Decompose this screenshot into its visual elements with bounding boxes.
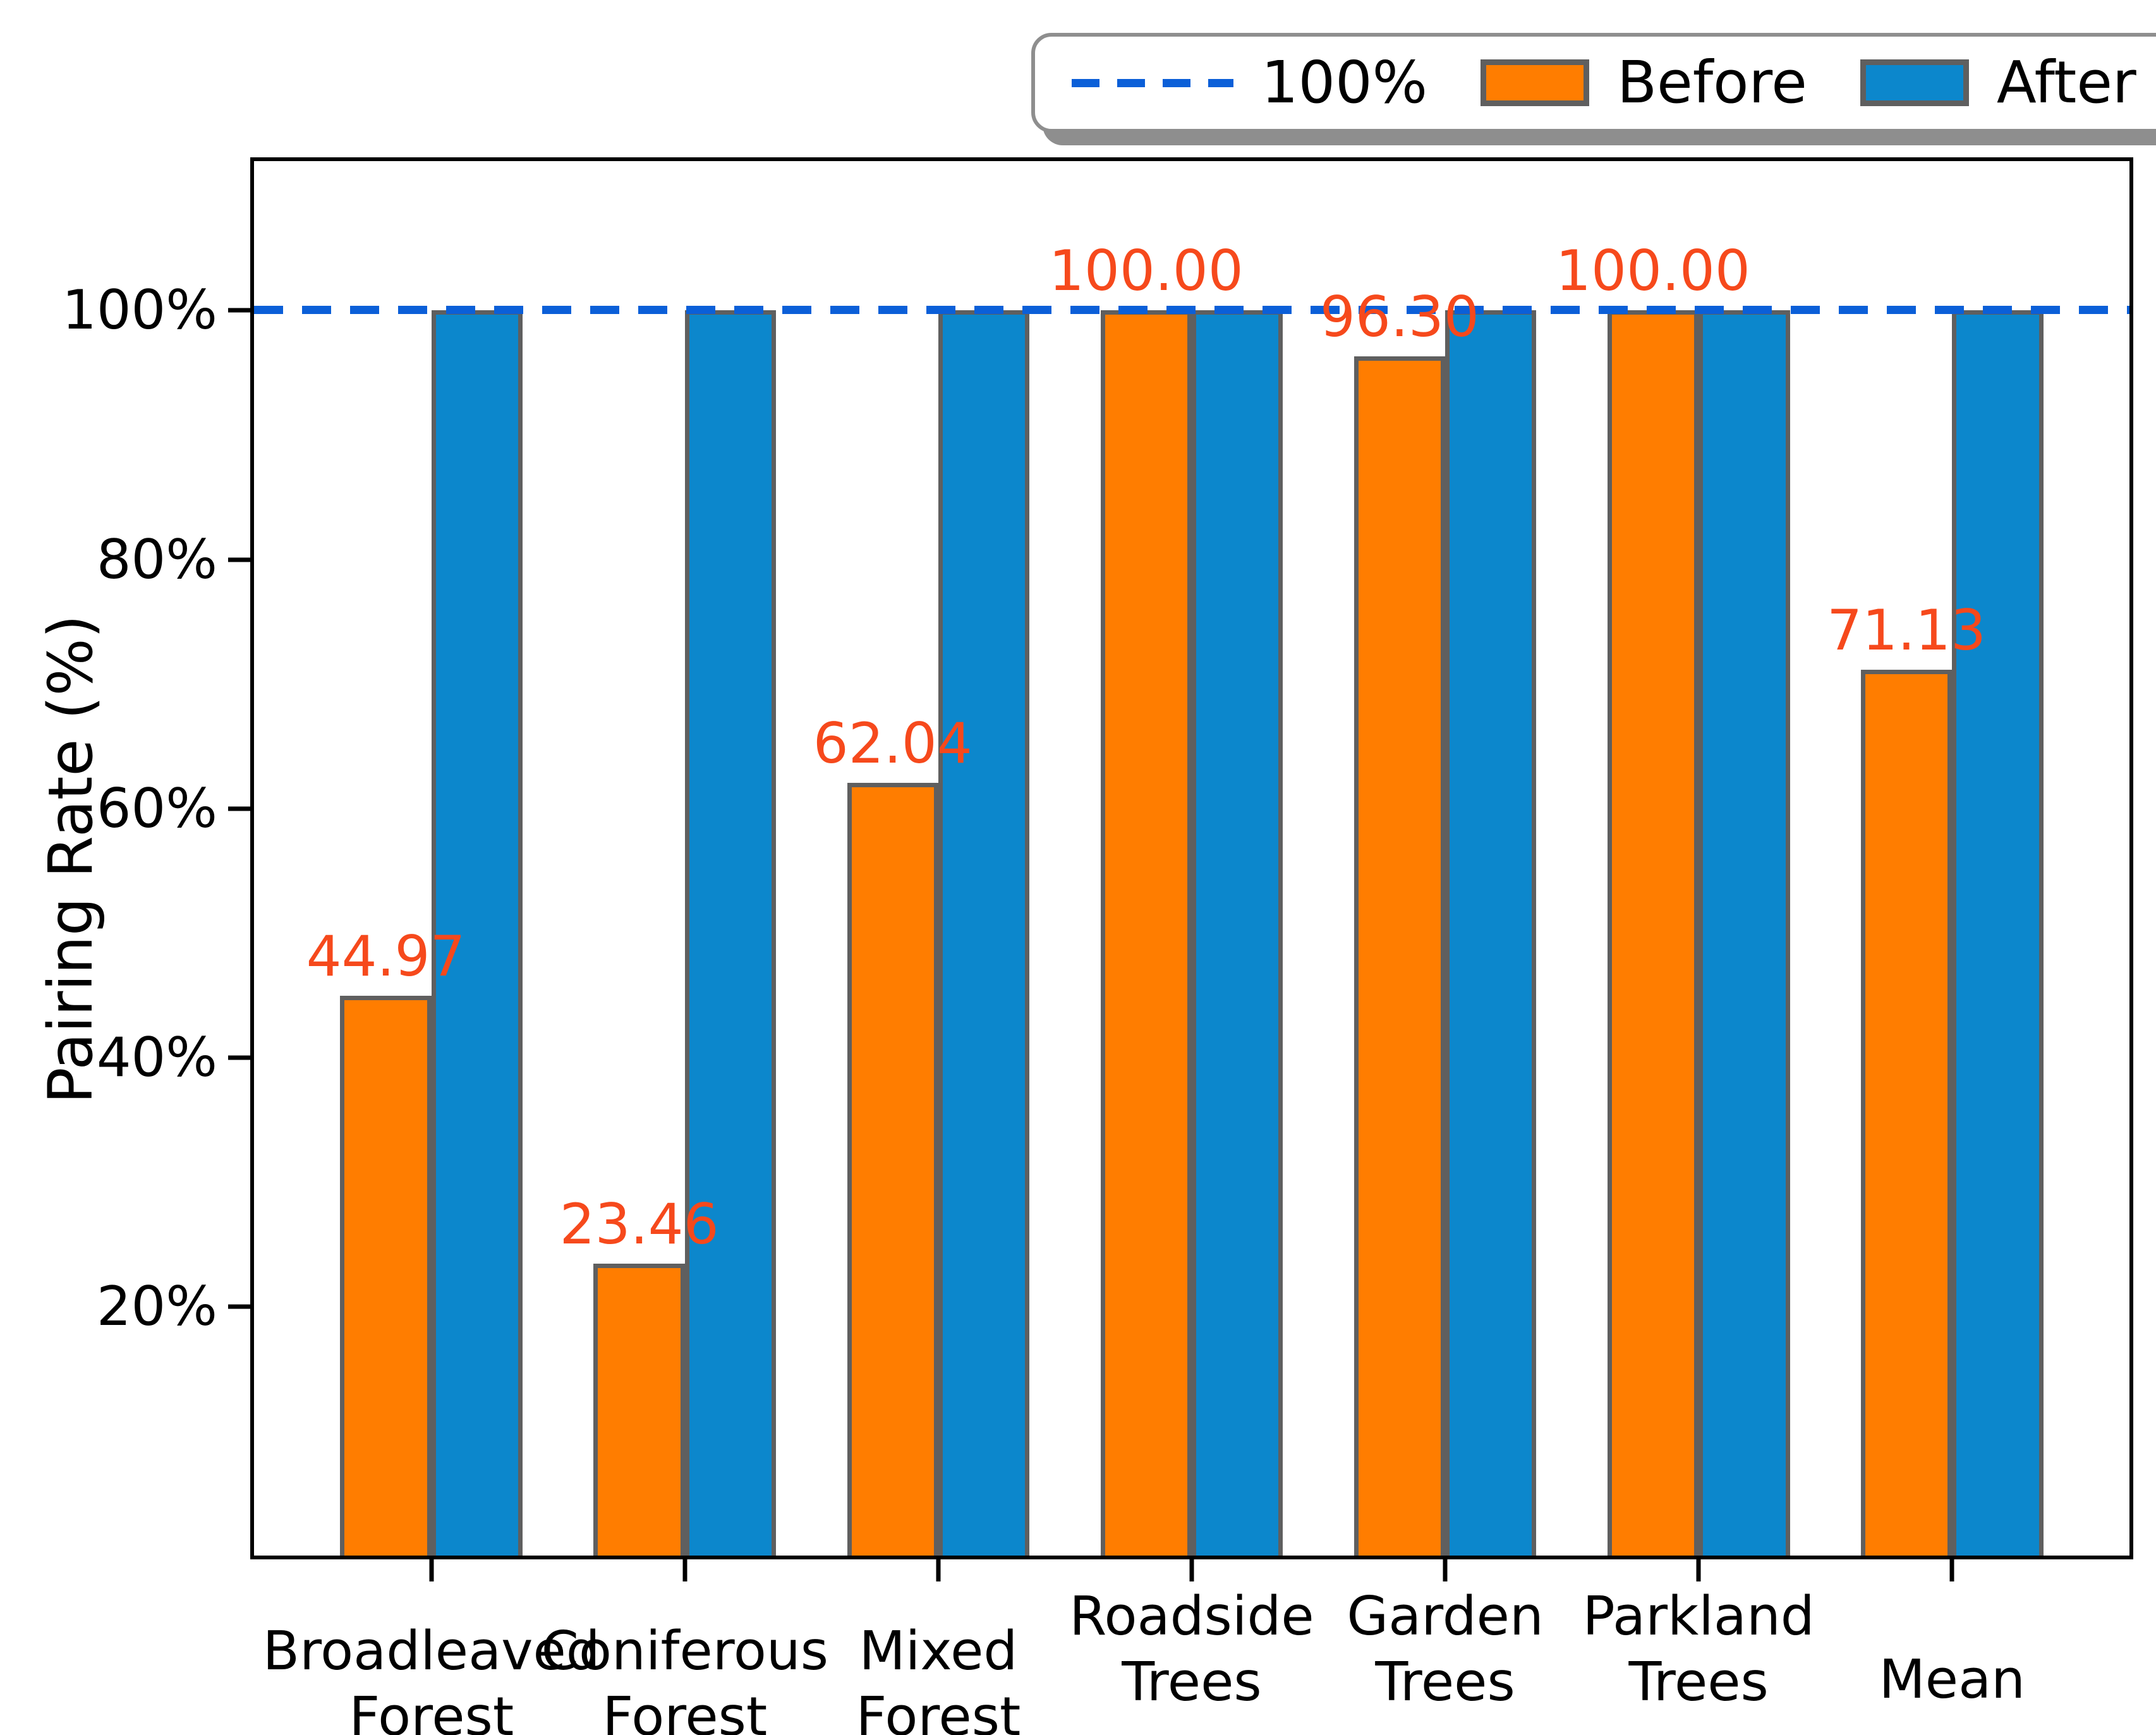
y-tick-mark bbox=[228, 806, 250, 811]
legend-item-reference-line: 100% bbox=[1072, 48, 1427, 118]
legend-item-before: Before bbox=[1481, 48, 1807, 118]
bar-before-0 bbox=[340, 995, 432, 1556]
x-tick-mark bbox=[1443, 1559, 1448, 1581]
legend-label-before: Before bbox=[1617, 49, 1807, 116]
bar-after-5 bbox=[1699, 310, 1790, 1556]
x-tick-label-6: Mean bbox=[1879, 1648, 2026, 1711]
y-tick-mark bbox=[228, 557, 250, 562]
legend-label-after: After bbox=[1996, 49, 2136, 116]
bar-after-0 bbox=[431, 310, 523, 1556]
bar-before-1 bbox=[593, 1263, 685, 1556]
value-label: 62.04 bbox=[813, 711, 972, 777]
legend: 100% Before After bbox=[1031, 33, 2156, 133]
x-tick-mark bbox=[1189, 1559, 1194, 1581]
x-tick-label-4: Garden Trees bbox=[1347, 1585, 1544, 1714]
x-tick-label-5: Parkland Trees bbox=[1582, 1585, 1815, 1714]
bar-after-3 bbox=[1192, 310, 1283, 1556]
dashed-line-sample bbox=[1072, 78, 1233, 87]
x-tick-mark bbox=[1696, 1559, 1701, 1581]
bar-before-6 bbox=[1860, 670, 1953, 1556]
reference-line-100 bbox=[254, 306, 2129, 315]
before-swatch bbox=[1481, 59, 1590, 107]
x-tick-label-1: Coniferous Forest bbox=[541, 1620, 828, 1735]
y-tick-label: 80% bbox=[96, 528, 217, 591]
bar-before-2 bbox=[847, 783, 938, 1556]
value-label: 44.97 bbox=[306, 923, 466, 989]
x-tick-label-2: Mixed Forest bbox=[856, 1620, 1021, 1735]
y-tick-mark bbox=[228, 1055, 250, 1060]
x-tick-mark bbox=[682, 1559, 687, 1581]
value-label: 96.30 bbox=[1319, 284, 1479, 350]
x-tick-label-3: Roadside Trees bbox=[1069, 1585, 1314, 1714]
bar-before-3 bbox=[1100, 310, 1192, 1556]
y-axis-label: Pairing Rate (%) bbox=[35, 614, 106, 1104]
x-tick-label-0: Broadleaved Forest bbox=[262, 1620, 600, 1735]
x-tick-mark bbox=[1949, 1559, 1954, 1581]
y-tick-label: 20% bbox=[96, 1274, 217, 1338]
plot-area: 20% 40% 60% 80% 100% 44.97 23.46 62.04 100.00 96.… bbox=[62, 157, 2133, 1735]
y-tick-label: 60% bbox=[96, 777, 217, 840]
bar-after-1 bbox=[684, 310, 777, 1556]
value-label: 23.46 bbox=[559, 1191, 719, 1257]
legend-item-after: After bbox=[1860, 48, 2136, 118]
bar-after-4 bbox=[1445, 310, 1537, 1556]
after-swatch bbox=[1860, 59, 1969, 107]
value-label: 100.00 bbox=[1555, 238, 1750, 304]
value-label: 100.00 bbox=[1048, 238, 1244, 304]
legend-label-reference: 100% bbox=[1261, 49, 1428, 116]
x-tick-mark bbox=[429, 1559, 434, 1581]
y-tick-label: 100% bbox=[62, 279, 217, 342]
value-label: 71.13 bbox=[1827, 598, 1987, 663]
bar-before-4 bbox=[1354, 356, 1446, 1556]
bar-after-6 bbox=[1952, 310, 2044, 1556]
y-tick-label: 40% bbox=[96, 1025, 217, 1089]
y-tick-mark bbox=[228, 308, 250, 313]
y-tick-mark bbox=[228, 1304, 250, 1309]
bar-after-2 bbox=[938, 310, 1030, 1556]
bar-before-5 bbox=[1607, 310, 1699, 1556]
x-tick-mark bbox=[936, 1559, 941, 1581]
